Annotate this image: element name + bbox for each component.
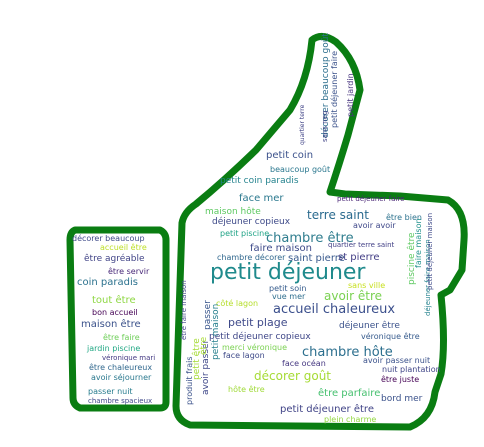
cloud-word: avoir séjourner — [91, 373, 152, 382]
cloud-word-vertical: petit déjeuner maison — [426, 212, 434, 290]
cloud-word: chambre spacieux — [88, 397, 153, 405]
cloud-word: plein charme — [324, 415, 377, 424]
cloud-word: petit déjeuner être — [280, 404, 374, 415]
cloud-word: chambre être — [266, 231, 354, 246]
cloud-word: côté lagon — [216, 299, 259, 308]
cloud-word: petit déjeuner faire — [337, 195, 405, 203]
cloud-word: petit soin — [269, 284, 307, 293]
cloud-word: accueil chaleureux — [273, 302, 396, 317]
cloud-word: chambre hôte — [302, 345, 393, 360]
cloud-word: bon accueil — [92, 308, 138, 317]
cloud-word: décorer beaucoup — [72, 234, 145, 243]
cloud-word: hôte être — [228, 385, 265, 394]
cloud-word-vertical: être — [199, 336, 209, 355]
cloud-word: maison être — [81, 319, 141, 330]
cloud-word: st pierre — [338, 252, 380, 263]
cloud-word: coin paradis — [77, 277, 138, 288]
cloud-word: chambre décorer — [217, 253, 286, 262]
cloud-word: merci véronique — [222, 343, 288, 352]
cloud-word-vertical: quartier terre — [299, 104, 306, 145]
cloud-word: déjeuner copieux — [212, 217, 291, 227]
cloud-word: véronique être — [361, 332, 420, 341]
cloud-word: être faire — [103, 333, 140, 342]
cloud-word: faire maison — [250, 243, 312, 254]
cloud-word: face mer — [239, 193, 284, 204]
cloud-word: face lagon — [223, 351, 265, 360]
cloud-word: quartier terre saint — [328, 241, 395, 249]
cloud-word: tout être — [92, 295, 136, 306]
cloud-word-vertical: passer — [203, 300, 213, 330]
cloud-word: avoir passer nuit — [363, 356, 431, 365]
cloud-word: jardin piscine — [87, 344, 141, 353]
cloud-word: accueil être — [100, 243, 147, 252]
cloud-word-vertical: faire maison — [414, 218, 423, 268]
cloud-word: avoir être — [324, 289, 383, 303]
cloud-word: petit coin — [266, 150, 314, 161]
cloud-word: passer nuit — [88, 387, 133, 396]
cloud-word: être parfaire — [318, 388, 381, 399]
cloud-word: être agréable — [84, 254, 145, 264]
cloud-word: nuit plantation — [382, 365, 441, 374]
cloud-word: maison hôte — [205, 207, 261, 217]
cloud-word: terre saint — [307, 208, 369, 222]
cloud-word: beaucoup goût — [270, 165, 331, 174]
cloud-word: être bien — [386, 213, 422, 222]
cloud-word: face océan — [282, 359, 326, 368]
cloud-word-vertical: petit déjeuner faire — [330, 50, 339, 128]
cloud-word: bord mer — [381, 394, 423, 404]
thumb-cuff-outline — [66, 226, 170, 412]
cloud-word: être chaleureux — [89, 363, 153, 372]
cloud-word-vertical: petit jardin — [346, 73, 355, 117]
cloud-word: petit coin paradis — [220, 176, 299, 186]
cloud-word-vertical: être faire maison — [180, 280, 188, 340]
cloud-word-vertical: petit maison — [211, 303, 221, 360]
cloud-word: petit déjeuner copieux — [209, 332, 311, 342]
cloud-word: avoir avoir — [353, 221, 396, 230]
cloud-word: décorer goût — [254, 369, 332, 383]
cloud-word: véronique mari — [102, 354, 156, 362]
cloud-word: petit déjeuner — [210, 260, 366, 285]
cloud-word: vue mer — [272, 292, 306, 301]
cloud-word: sans ville — [348, 281, 386, 290]
cloud-word: saint pierre — [288, 253, 345, 264]
cloud-word-vertical: sans neg — [321, 110, 329, 142]
thumb-hand-outline — [172, 33, 468, 431]
cloud-word: être juste — [381, 375, 420, 384]
cloud-word: déjeuner être — [339, 321, 400, 331]
cloud-word: être servir — [108, 267, 150, 276]
cloud-word: petit plage — [228, 316, 288, 329]
cloud-word: petit piscine — [220, 229, 270, 238]
